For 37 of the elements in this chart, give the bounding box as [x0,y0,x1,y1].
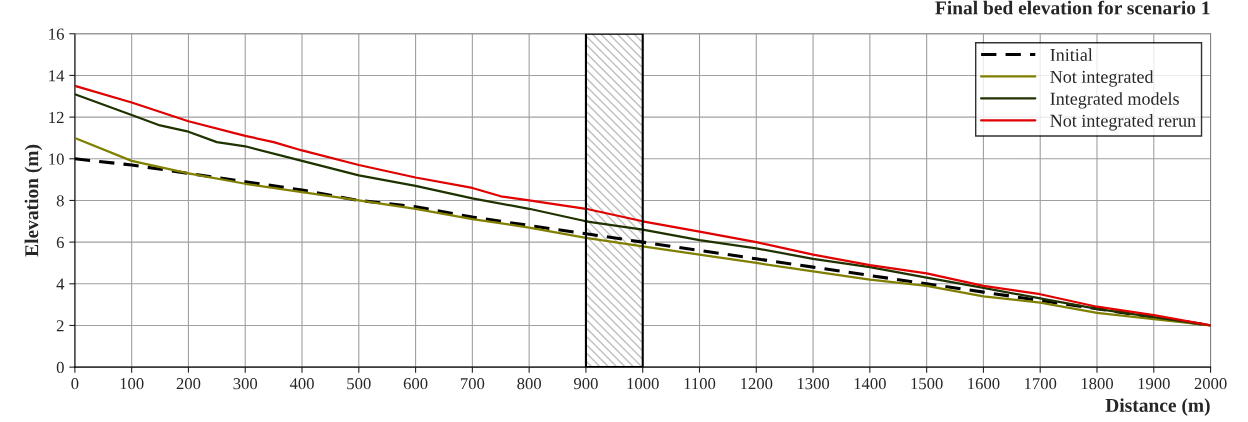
x-tick-label: 400 [289,378,314,390]
legend-label: Not integrated rerun [1050,114,1196,131]
x-tick-label: 1100 [684,378,716,390]
x-tick-label: 700 [460,378,485,390]
x-tick-label: 900 [573,378,598,390]
x-tick-label: 1000 [627,378,659,390]
x-axis-title: Distance (m) [1105,398,1210,416]
y-tick-label: 16 [49,28,64,40]
x-tick-label: 1300 [797,378,830,390]
x-tick-label: 1800 [1081,378,1114,390]
x-tick-label: 1500 [911,378,943,390]
legend-label: Integrated models [1050,92,1179,109]
x-tick-label: 300 [233,378,258,390]
x-tick-label: 500 [347,378,371,390]
chart-title: Final bed elevation for scenario 1 [935,0,1210,15]
x-tick-label: 1400 [854,378,886,390]
y-axis-title: Elevation (m) [24,144,43,257]
x-tick-label: 1900 [1138,378,1170,390]
x-tick-label: 0 [71,378,79,390]
y-tick-label: 8 [56,195,64,207]
legend-label: Not integrated [1050,70,1154,87]
x-tick-label: 100 [120,378,144,390]
y-tick-label: 2 [56,320,64,332]
y-tick-label: 4 [56,278,65,290]
x-tick-label: 1600 [968,378,1000,390]
y-tick-label: 0 [56,361,64,374]
x-tick-label: 600 [403,378,428,390]
x-tick-label: 200 [176,378,201,390]
y-tick-label: 12 [49,111,64,123]
x-tick-label: 800 [517,378,542,390]
x-tick-label: 2000 [1194,378,1227,390]
y-tick-label: 10 [49,153,64,165]
legend-label: Initial [1050,48,1093,62]
x-tick-label: 1700 [1025,378,1057,390]
y-tick-label: 6 [56,236,64,249]
x-tick-label: 1200 [741,378,773,390]
y-tick-label: 14 [49,70,65,82]
